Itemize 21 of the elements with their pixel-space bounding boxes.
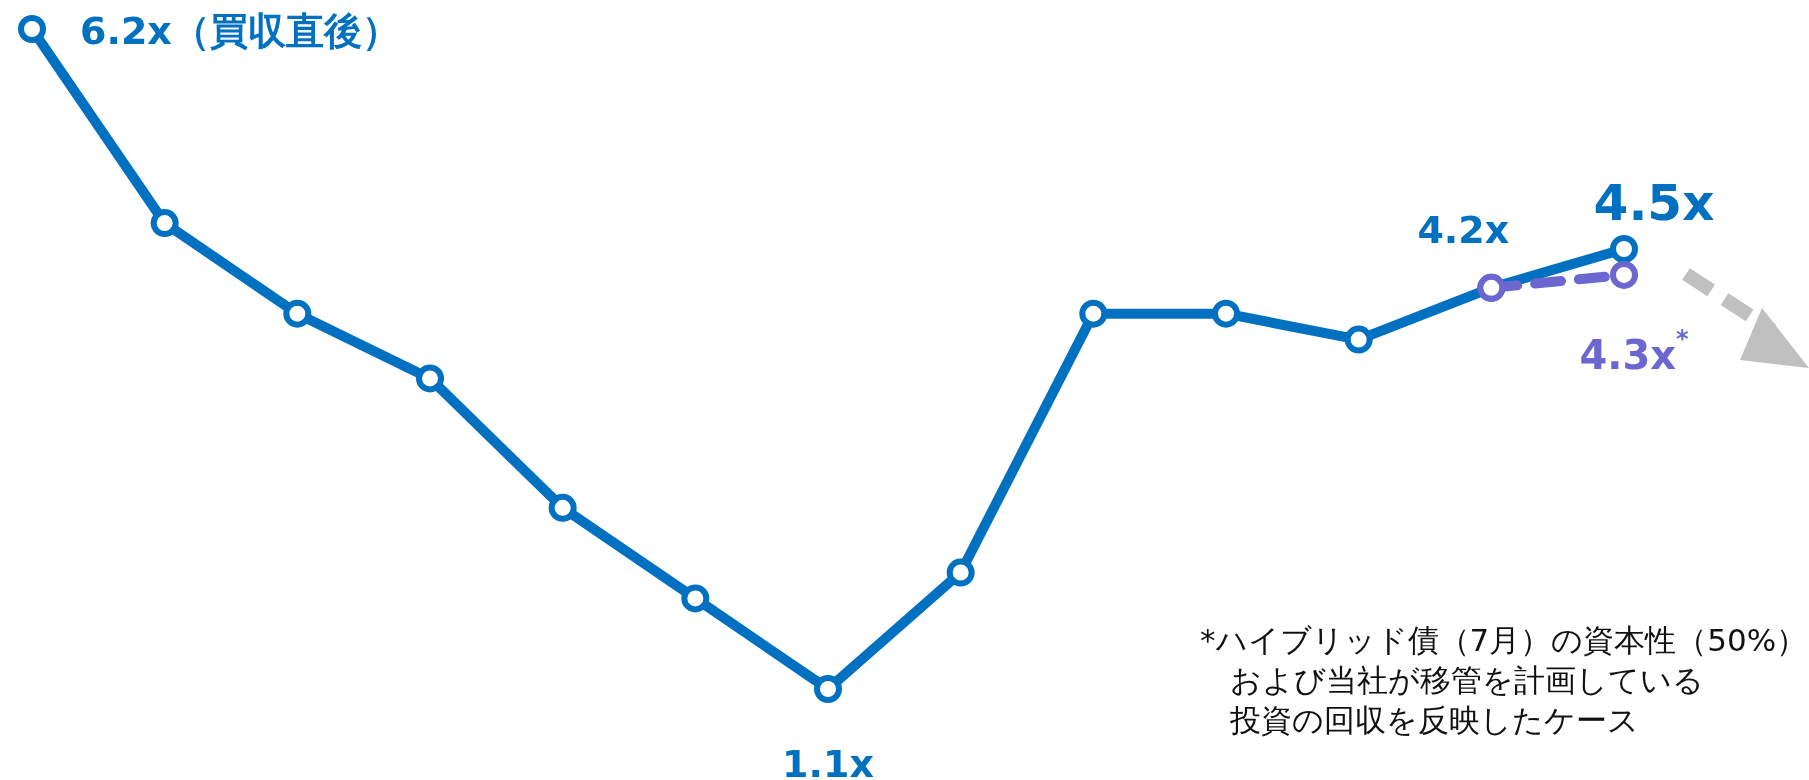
point (1212, 299, 1240, 328)
point (150, 209, 179, 238)
data-label: 4.3x* (1579, 325, 1690, 379)
annotation: *ハイブリッド債（7月）の資本性（50%） (1200, 621, 1808, 660)
point (416, 364, 444, 393)
point (18, 15, 46, 43)
point (548, 493, 577, 522)
point (1079, 299, 1108, 328)
point (681, 584, 710, 613)
text: 投資の回収を反映したケース (1229, 701, 1640, 740)
point (1610, 260, 1638, 289)
data-label: 4.5x (1593, 173, 1715, 232)
point (1610, 235, 1638, 263)
point (814, 675, 842, 703)
annotation: および当社が移管を計画している (1229, 661, 1705, 700)
data-label: 4.2x (1417, 207, 1510, 252)
data-label: 1.1x (782, 741, 874, 780)
point (283, 299, 312, 328)
data-label: 6.2x（買収直後） (80, 8, 400, 53)
point (1344, 325, 1373, 354)
point (946, 558, 975, 587)
